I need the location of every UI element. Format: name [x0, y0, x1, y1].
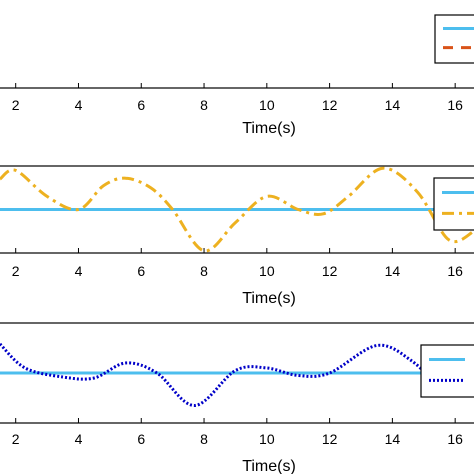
panel-2-x-axis-label: Time(s) [242, 290, 296, 307]
x-tick-label: 2 [12, 431, 20, 447]
x-tick-label: 8 [200, 263, 208, 279]
plot-frame [0, 87, 474, 89]
x-tick-label: 14 [385, 97, 401, 113]
x-tick-label: 16 [447, 97, 463, 113]
panel-3-plot-area [0, 322, 474, 424]
panel-1: 2 4 6 8 10 12 14 16 Time(s) [0, 14, 474, 137]
x-tick-label: 16 [447, 431, 463, 447]
legend-box [433, 177, 474, 231]
x-tick-label: 12 [322, 97, 338, 113]
x-tick-label: 10 [259, 263, 275, 279]
legend-box [434, 14, 474, 64]
x-tick-label: 6 [137, 263, 145, 279]
panel-3: 2 4 6 8 10 12 14 16 Time(s) [0, 322, 474, 474]
panel-2-x-ticks: 2 4 6 8 10 12 14 16 [12, 248, 463, 279]
panel-3-x-ticks: 2 4 6 8 10 12 14 16 [12, 418, 463, 447]
x-tick-label: 6 [137, 431, 145, 447]
x-tick-label: 8 [200, 97, 208, 113]
x-tick-label: 4 [75, 431, 83, 447]
x-tick-label: 8 [200, 431, 208, 447]
series-line-2 [0, 342, 441, 408]
series-line-2 [0, 166, 474, 253]
x-tick-label: 14 [385, 431, 401, 447]
panel-1-x-axis-label: Time(s) [242, 120, 296, 137]
x-tick-label: 12 [322, 431, 338, 447]
x-tick-label: 12 [322, 263, 338, 279]
legend-box [420, 344, 474, 398]
x-tick-label: 6 [137, 97, 145, 113]
panel-2-plot-area [0, 165, 474, 254]
x-tick-label: 10 [259, 431, 275, 447]
x-tick-label: 4 [75, 97, 83, 113]
x-tick-label: 14 [385, 263, 401, 279]
x-tick-label: 16 [447, 263, 463, 279]
x-tick-label: 2 [12, 97, 20, 113]
panel-3-x-axis-label: Time(s) [242, 458, 296, 474]
x-tick-label: 2 [12, 263, 20, 279]
panel-1-x-ticks: 2 4 6 8 10 12 14 16 [12, 83, 463, 113]
plot-frame [0, 165, 474, 254]
panel-1-plot-area [0, 14, 474, 89]
plot-frame [0, 322, 474, 424]
panel-2: 2 4 6 8 10 12 14 16 Time(s) [0, 165, 474, 307]
x-tick-label: 4 [75, 263, 83, 279]
x-tick-label: 10 [259, 97, 275, 113]
